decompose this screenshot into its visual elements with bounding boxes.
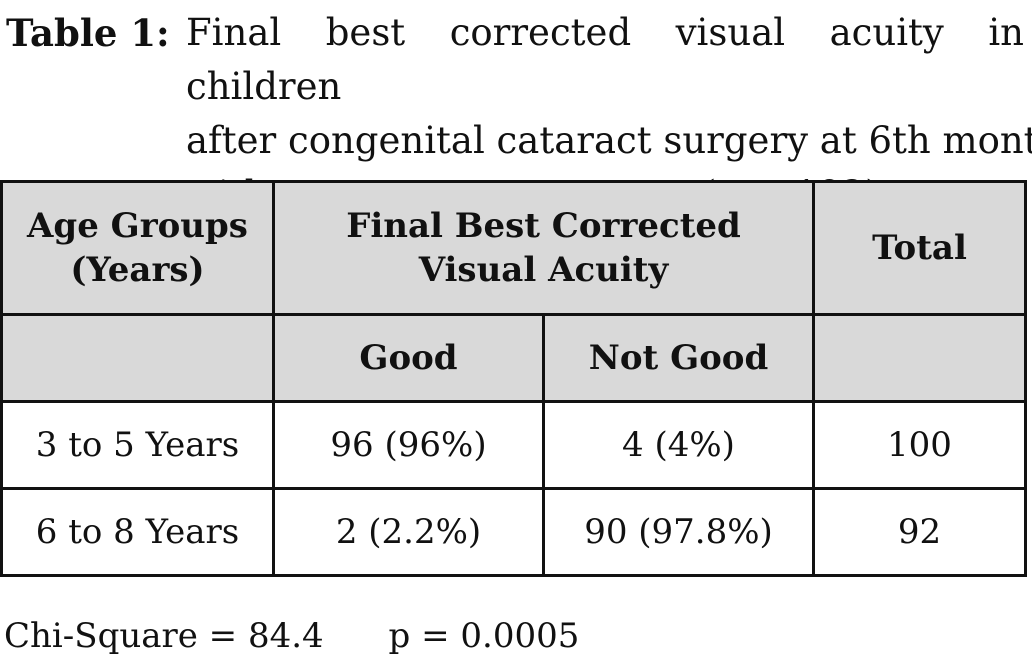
good-header: Good — [272, 313, 545, 403]
total-cell: 100 — [812, 400, 1027, 490]
visual-acuity-table: Age Groups (Years) Final Best Corrected … — [0, 180, 1027, 577]
total-header: Total — [812, 180, 1027, 316]
not-good-cell: 90 (97.8%) — [542, 487, 815, 577]
empty-header-cell — [812, 313, 1027, 403]
table-header-row: Age Groups (Years) Final Best Corrected … — [0, 180, 1027, 316]
caption-label: Table 1: — [6, 11, 170, 55]
statistics-footnote: Chi-Square = 84.4 p = 0.0005 — [4, 614, 579, 658]
age-group-cell: 6 to 8 Years — [0, 487, 275, 577]
good-cell: 2 (2.2%) — [272, 487, 545, 577]
fbcva-header: Final Best Corrected Visual Acuity — [272, 180, 815, 316]
good-cell: 96 (96%) — [272, 400, 545, 490]
header-line: (Years) — [70, 250, 205, 290]
p-value: p = 0.0005 — [388, 616, 580, 656]
age-groups-header: Age Groups (Years) — [0, 180, 275, 316]
table-subheader-row: Good Not Good — [0, 313, 1027, 403]
caption-line: Final best corrected visual acuity in ch… — [186, 11, 1024, 108]
total-cell: 92 — [812, 487, 1027, 577]
not-good-cell: 4 (4%) — [542, 400, 815, 490]
header-line: Final Best Corrected — [346, 206, 741, 246]
chi-square-value: Chi-Square = 84.4 — [4, 616, 324, 656]
not-good-header: Not Good — [542, 313, 815, 403]
empty-header-cell — [0, 313, 275, 403]
table-row: 3 to 5 Years 96 (96%) 4 (4%) 100 — [0, 400, 1027, 490]
table-row: 6 to 8 Years 2 (2.2%) 90 (97.8%) 92 — [0, 487, 1027, 577]
header-line: Visual Acuity — [418, 250, 669, 290]
header-line: Age Groups — [27, 206, 248, 246]
caption-line: after congenital cataract surgery at 6th… — [186, 119, 1032, 162]
age-group-cell: 3 to 5 Years — [0, 400, 275, 490]
